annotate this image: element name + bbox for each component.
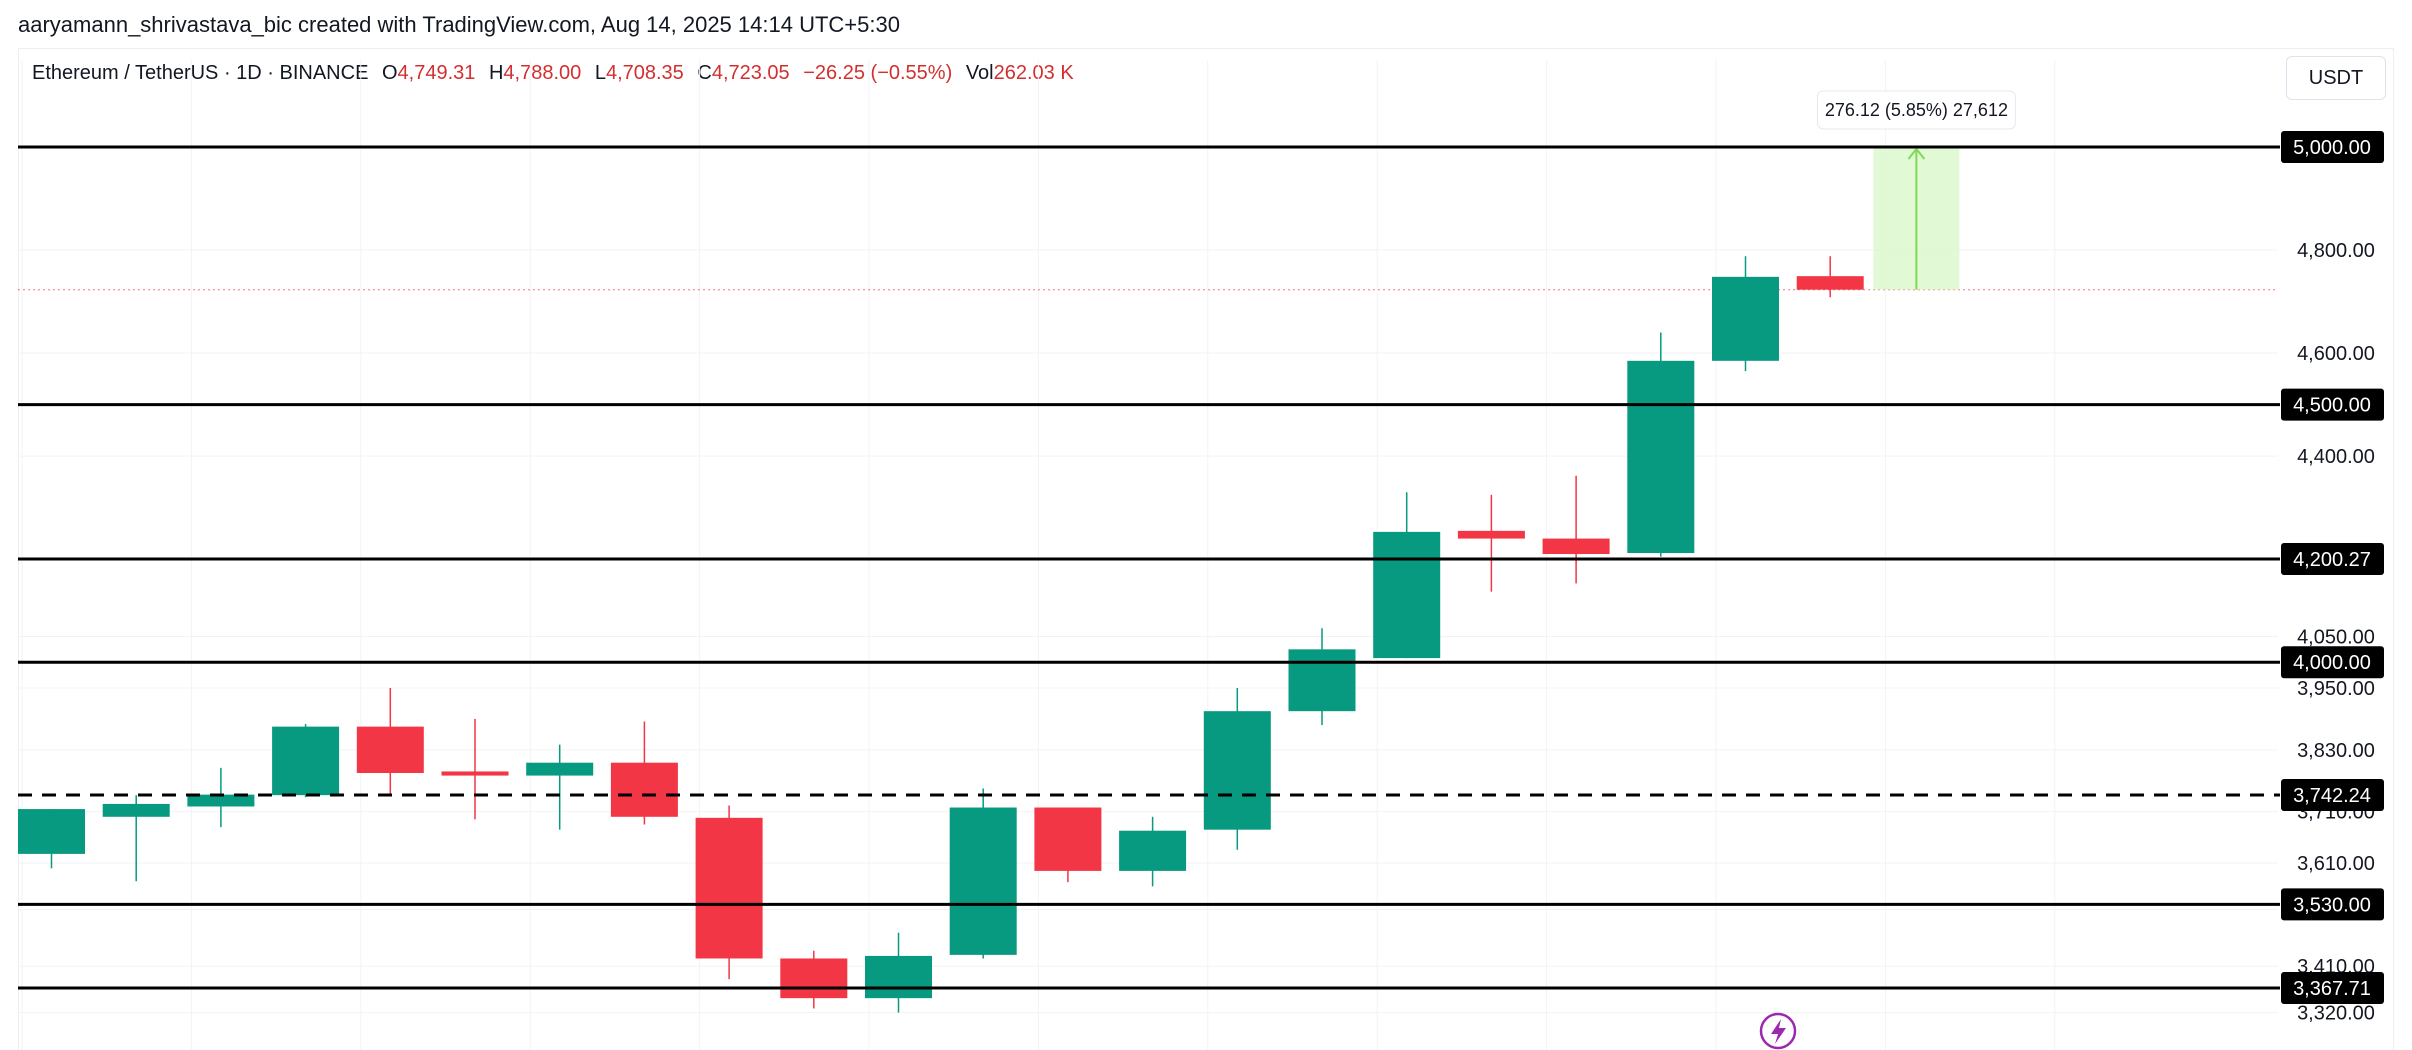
level-price-label: 5,000.00 <box>2293 137 2371 159</box>
symbol-legend: Ethereum / TetherUS · 1D · BINANCE O4,74… <box>32 62 1074 85</box>
measure-arrow-head <box>1907 147 1926 160</box>
level-price-label: 3,530.00 <box>2293 894 2371 916</box>
candle <box>1627 332 1695 557</box>
level-price-label: 4,500.00 <box>2293 395 2371 417</box>
candle-body <box>865 955 932 999</box>
lightning-icon <box>1759 1012 1797 1050</box>
open-value: 4,749.31 <box>397 62 476 84</box>
candle <box>526 744 594 830</box>
measure-label-box <box>1816 90 2016 130</box>
candle <box>1288 628 1356 726</box>
level-price-tag <box>2281 131 2384 163</box>
candle-body <box>272 726 340 796</box>
symbol-title[interactable]: Ethereum / TetherUS · 1D · BINANCE <box>32 62 369 84</box>
candle <box>949 788 1017 959</box>
candle-body <box>610 762 678 817</box>
level-price-tag <box>2281 646 2384 679</box>
close-value: 4,723.05 <box>711 62 790 84</box>
volume-value: 262.03 K <box>993 62 1074 84</box>
candle <box>18 809 85 869</box>
y-tick-label: 4,050.00 <box>2297 626 2375 648</box>
y-tick-label: 3,320.00 <box>2297 1003 2375 1025</box>
candle-body <box>1457 530 1525 539</box>
y-tick-label: 3,950.00 <box>2297 678 2375 700</box>
candle <box>780 950 848 1009</box>
candle <box>1373 492 1441 659</box>
candle-body <box>1627 360 1695 553</box>
y-tick-label: 4,400.00 <box>2297 446 2375 468</box>
candle-body <box>949 807 1017 955</box>
candle-body <box>780 958 848 999</box>
candle <box>865 932 932 1013</box>
candle <box>102 795 170 882</box>
low-label: L <box>594 62 606 84</box>
candle-body <box>695 817 763 959</box>
candle-body <box>187 794 255 807</box>
candle-body <box>18 809 85 854</box>
level-price-tag <box>2281 388 2384 421</box>
candle <box>1119 816 1187 887</box>
candle-body <box>1542 538 1610 555</box>
chart-attribution: aaryamann_shrivastava_bic created with T… <box>18 12 900 37</box>
candle-body <box>356 726 424 774</box>
close-label: C <box>697 62 712 84</box>
candle <box>1796 256 1864 298</box>
y-tick-label: 3,830.00 <box>2297 740 2375 762</box>
change-value: −26.25 (−0.55%) <box>803 62 953 84</box>
candle <box>1034 807 1102 883</box>
candle <box>1457 494 1525 592</box>
candle-body <box>526 762 594 776</box>
level-price-tag <box>2281 543 2384 576</box>
candle <box>187 767 255 828</box>
candle-body <box>1796 276 1864 290</box>
candle-body <box>441 771 509 776</box>
lightning-icon-bolt <box>1771 1019 1786 1044</box>
candle <box>356 687 424 797</box>
level-price-label: 4,000.00 <box>2293 652 2371 674</box>
high-value: 4,788.00 <box>503 62 582 84</box>
level-price-label: 3,742.24 <box>2293 785 2371 807</box>
high-label: H <box>488 62 504 84</box>
open-label: O <box>381 62 398 84</box>
y-tick-label: 4,800.00 <box>2297 240 2375 262</box>
level-price-tag <box>2281 779 2384 812</box>
low-value: 4,708.35 <box>605 62 684 84</box>
grid-lines <box>18 60 2278 1050</box>
candle <box>1712 256 1779 372</box>
candle <box>610 721 678 825</box>
candle <box>441 718 509 820</box>
level-price-label: 4,200.27 <box>2293 549 2371 571</box>
candle <box>272 724 340 798</box>
candle-body <box>102 803 170 817</box>
chart-pane[interactable] <box>18 48 2394 1050</box>
candle <box>1203 687 1271 850</box>
candle-body <box>1373 531 1441 659</box>
level-price-tag <box>2281 972 2384 1004</box>
candle-body <box>1119 830 1187 871</box>
candle <box>1542 475 1610 584</box>
volume-label: Vol <box>965 62 994 84</box>
measure-label: 276.12 (5.85%) 27,612 <box>1825 100 2008 120</box>
level-price-tag <box>2281 888 2384 921</box>
candle <box>695 805 763 980</box>
y-tick-label: 3,610.00 <box>2297 853 2375 875</box>
y-tick-label: 4,600.00 <box>2297 343 2375 365</box>
level-price-label: 3,367.71 <box>2293 978 2371 1000</box>
candle-body <box>1712 276 1779 361</box>
candle-body <box>1288 649 1356 712</box>
currency-button[interactable]: USDT <box>2286 56 2386 100</box>
candle-body <box>1034 807 1102 871</box>
candle-body <box>1203 711 1271 830</box>
